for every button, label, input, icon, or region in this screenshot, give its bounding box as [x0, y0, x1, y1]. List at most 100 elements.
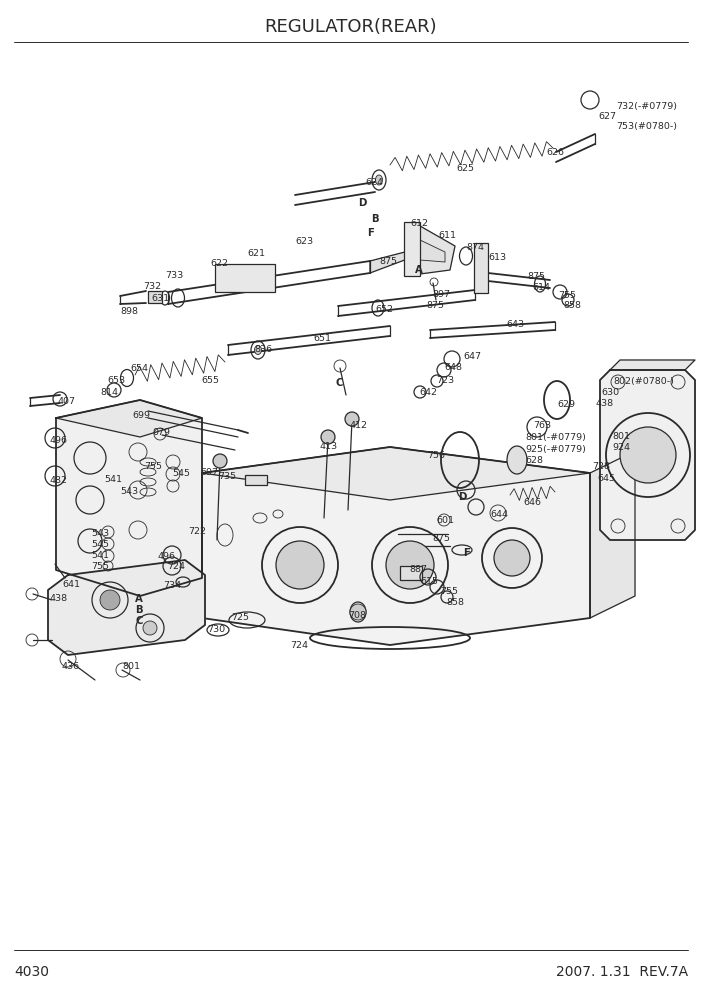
Text: 622: 622 — [210, 259, 228, 268]
Text: 436: 436 — [62, 662, 80, 671]
Text: 723: 723 — [436, 376, 454, 385]
Polygon shape — [56, 400, 202, 596]
Text: 733: 733 — [165, 271, 183, 280]
Text: 615: 615 — [420, 577, 438, 586]
Text: 801: 801 — [612, 432, 630, 441]
Text: 874: 874 — [466, 243, 484, 252]
Circle shape — [345, 412, 359, 426]
Text: 438: 438 — [595, 399, 613, 408]
Text: 412: 412 — [349, 421, 367, 430]
Text: 801: 801 — [122, 662, 140, 671]
Circle shape — [143, 621, 157, 635]
Text: 627: 627 — [598, 112, 616, 121]
Text: 613: 613 — [488, 253, 506, 262]
Text: 642: 642 — [419, 388, 437, 397]
Polygon shape — [600, 370, 695, 540]
Text: 614: 614 — [532, 283, 550, 292]
Text: A: A — [415, 265, 423, 275]
Text: REGULATOR(REAR): REGULATOR(REAR) — [265, 18, 437, 36]
Text: 630: 630 — [601, 388, 619, 397]
Text: 887: 887 — [409, 565, 427, 574]
Polygon shape — [590, 451, 635, 618]
Text: 482: 482 — [50, 476, 68, 485]
Circle shape — [321, 430, 335, 444]
Text: B: B — [135, 605, 143, 615]
Bar — [404, 222, 420, 276]
Text: 496: 496 — [50, 436, 68, 445]
Text: 722: 722 — [188, 527, 206, 536]
Text: 755: 755 — [440, 587, 458, 596]
Text: D: D — [458, 492, 466, 502]
Text: 858: 858 — [563, 301, 581, 310]
Text: 626: 626 — [546, 148, 564, 157]
Text: 545: 545 — [172, 469, 190, 478]
Polygon shape — [202, 447, 590, 645]
Text: 647: 647 — [463, 352, 481, 361]
Polygon shape — [48, 560, 205, 655]
Text: 624: 624 — [365, 178, 383, 187]
Text: 708: 708 — [348, 611, 366, 620]
Polygon shape — [202, 447, 590, 500]
Text: 724: 724 — [167, 562, 185, 571]
Bar — [245, 475, 267, 485]
Circle shape — [213, 454, 227, 468]
Text: 875: 875 — [426, 301, 444, 310]
Ellipse shape — [376, 175, 383, 185]
Text: 724: 724 — [290, 641, 308, 650]
Text: 814: 814 — [100, 388, 118, 397]
Text: 875: 875 — [527, 272, 545, 281]
Text: 2007. 1.31  REV.7A: 2007. 1.31 REV.7A — [556, 965, 688, 979]
Text: 728: 728 — [592, 462, 610, 471]
Text: 725: 725 — [231, 613, 249, 622]
Text: 641: 641 — [62, 580, 80, 589]
Text: 629: 629 — [557, 400, 575, 409]
Text: 755: 755 — [91, 562, 109, 571]
Text: 541: 541 — [104, 475, 122, 484]
Polygon shape — [420, 226, 455, 274]
Text: 543: 543 — [91, 529, 109, 538]
Text: 858: 858 — [446, 598, 464, 607]
Text: 545: 545 — [91, 540, 109, 549]
Text: 079: 079 — [152, 428, 170, 437]
Text: 735: 735 — [218, 472, 236, 481]
Text: D: D — [358, 198, 366, 208]
Text: 653: 653 — [107, 376, 125, 385]
Polygon shape — [420, 240, 445, 262]
Text: 753(#0780-): 753(#0780-) — [616, 122, 677, 131]
Text: 643: 643 — [506, 320, 524, 329]
Text: 654: 654 — [130, 364, 148, 373]
Text: 732(-#0779): 732(-#0779) — [616, 102, 677, 111]
Text: 836: 836 — [254, 345, 272, 354]
Text: 646: 646 — [523, 498, 541, 507]
Text: 699: 699 — [132, 411, 150, 420]
Text: 438: 438 — [50, 594, 68, 603]
Text: 541: 541 — [91, 551, 109, 560]
Text: 898: 898 — [120, 307, 138, 316]
Text: F: F — [367, 228, 374, 238]
Text: 802(#0780-): 802(#0780-) — [613, 377, 674, 386]
Text: 763: 763 — [533, 421, 551, 430]
Text: 601: 601 — [436, 516, 454, 525]
Circle shape — [494, 540, 530, 576]
Text: 756: 756 — [427, 451, 445, 460]
Polygon shape — [56, 400, 202, 437]
Text: 611: 611 — [438, 231, 456, 240]
Text: 734: 734 — [163, 581, 181, 590]
Text: 644: 644 — [490, 510, 508, 519]
Text: 652: 652 — [375, 305, 393, 314]
Text: C: C — [135, 616, 143, 626]
Text: 732: 732 — [143, 282, 161, 291]
Text: 897: 897 — [432, 290, 450, 299]
Text: A: A — [135, 594, 143, 604]
Text: C: C — [336, 378, 343, 388]
Circle shape — [100, 590, 120, 610]
Text: B: B — [371, 214, 378, 224]
Text: 621: 621 — [247, 249, 265, 258]
Circle shape — [276, 541, 324, 589]
Text: 628: 628 — [525, 456, 543, 465]
Bar — [400, 566, 422, 580]
Text: 612: 612 — [410, 219, 428, 228]
Text: 413: 413 — [320, 442, 338, 451]
Text: 655: 655 — [201, 376, 219, 385]
Text: 697: 697 — [200, 468, 218, 477]
